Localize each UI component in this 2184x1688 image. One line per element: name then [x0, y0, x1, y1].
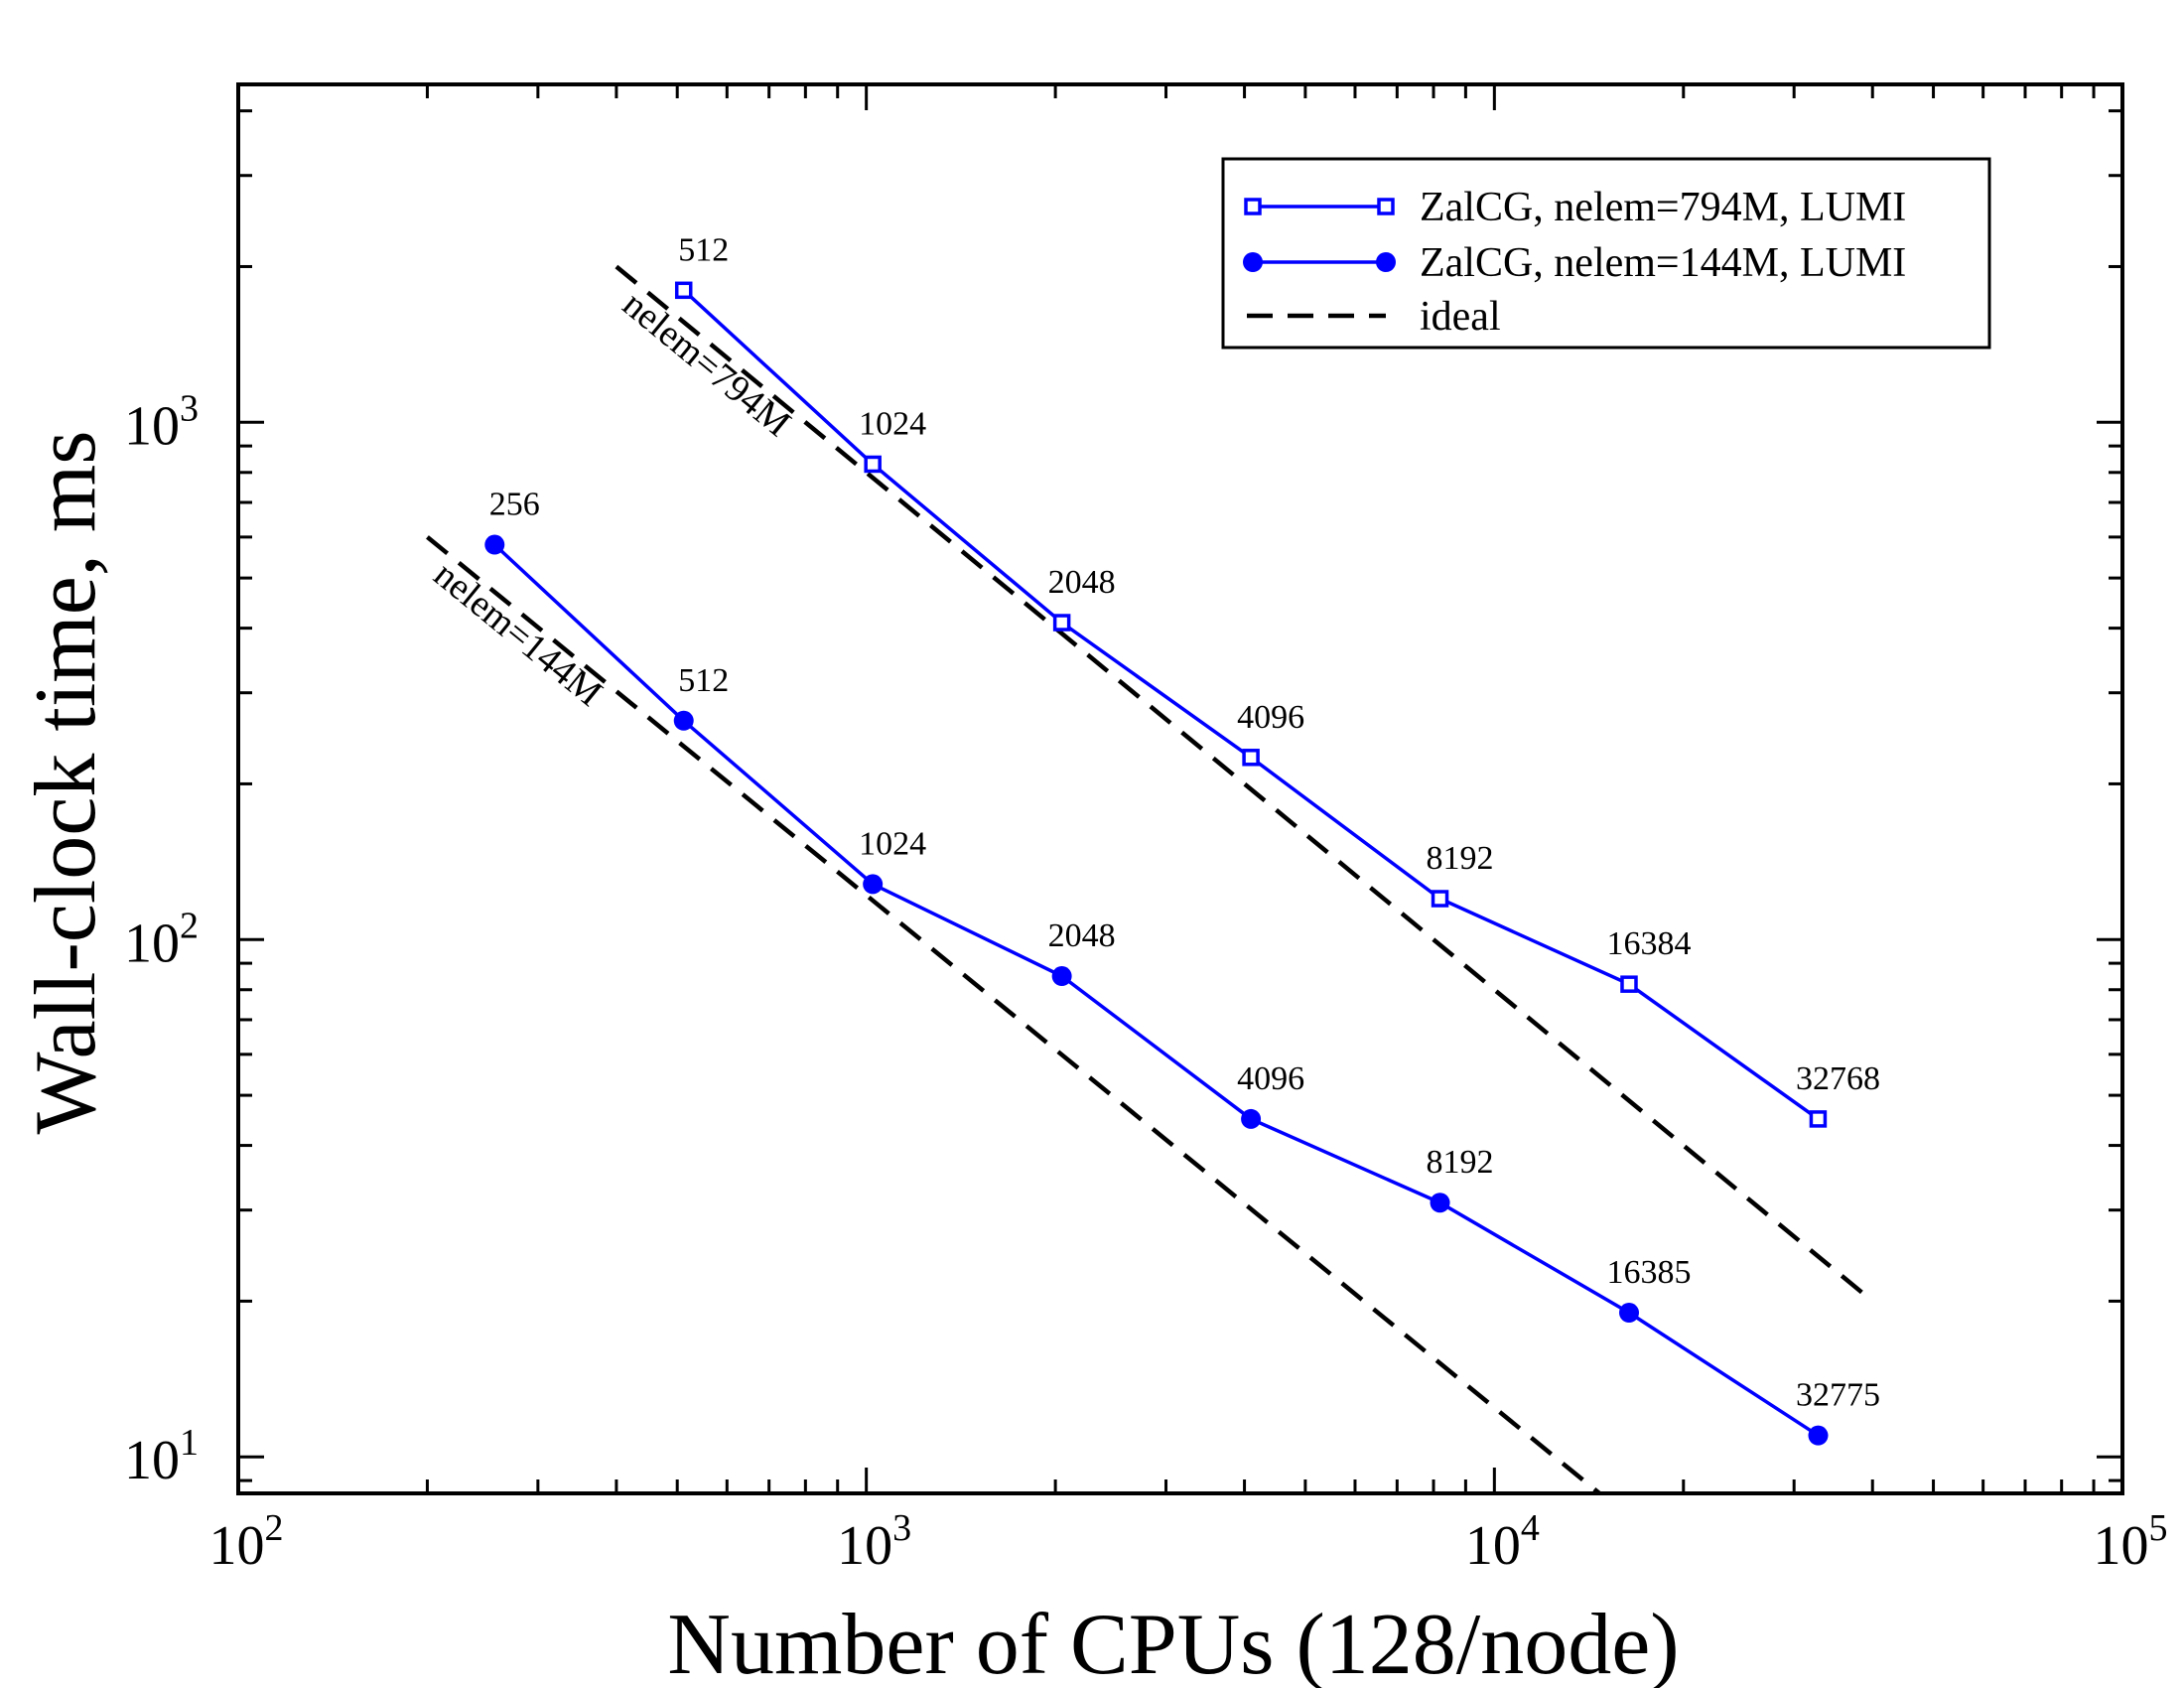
point-label: 16384 [1606, 925, 1691, 962]
point-label: 256 [489, 487, 540, 523]
point-label: 512 [678, 231, 729, 268]
x-tick-label: 104 [1465, 1507, 1540, 1577]
ideal-line-0 [614, 264, 1874, 1304]
data-point-circle [1430, 1193, 1450, 1213]
data-point-square [1242, 749, 1260, 767]
legend-label: ZalCG, nelem=794M, LUMI [1420, 185, 1906, 230]
point-label: 4096 [1237, 699, 1304, 736]
point-label: 32768 [1796, 1060, 1880, 1097]
ideal-line-label-1: nelem=144M [426, 554, 610, 715]
point-label: 8192 [1427, 1144, 1494, 1181]
point-label: 8192 [1427, 840, 1494, 877]
point-label: 1024 [859, 825, 926, 862]
data-point-square [674, 281, 693, 300]
legend-marker-square [1377, 198, 1395, 215]
y-axis-label: Wall-clock time, ms [18, 431, 114, 1135]
legend-label: ideal [1420, 294, 1501, 340]
data-point-circle [673, 710, 694, 731]
ideal-line-label-0: nelem=794M [614, 283, 798, 445]
legend-marker-square [1244, 198, 1262, 215]
point-label: 32775 [1796, 1377, 1880, 1414]
point-label: 1024 [859, 405, 926, 442]
data-point-circle [1619, 1303, 1640, 1324]
x-tick-label: 103 [837, 1507, 911, 1577]
series-group [484, 281, 1829, 1446]
point-label: 2048 [1048, 917, 1116, 954]
point-label: 512 [678, 662, 729, 699]
y-tick-label: 101 [124, 1422, 199, 1491]
y-tick-label: 103 [124, 387, 199, 457]
point-label: 16385 [1607, 1254, 1692, 1291]
data-point-circle [1051, 966, 1072, 987]
legend-marker-circle [1243, 252, 1263, 272]
ideal-lines [426, 264, 1874, 1495]
plot-frame [236, 82, 2124, 1495]
legend: ZalCG, nelem=794M, LUMI ZalCG, nelem=144M… [1221, 157, 1991, 350]
x-axis-label: Number of CPUs (128/node) [667, 1597, 1679, 1688]
x-tick-label: 102 [209, 1507, 284, 1577]
point-label: 4096 [1237, 1060, 1304, 1097]
plot-border [236, 82, 2124, 1495]
legend-marker-circle [1376, 252, 1396, 272]
point-labels: 512 1024 2048 4096 8192 16384 32768 256 512 1024 2… [489, 231, 1880, 1413]
data-point-square [1052, 614, 1071, 632]
tick-marks [236, 84, 2124, 1493]
data-point-circle [1241, 1108, 1262, 1129]
data-point-square [1809, 1110, 1828, 1128]
data-point-square [1431, 890, 1449, 908]
data-point-square [1620, 975, 1638, 993]
data-point-circle [484, 534, 505, 555]
y-tick-label: 102 [124, 905, 199, 974]
data-point-circle [863, 874, 884, 895]
data-point-square [864, 455, 882, 474]
series-line-1 [493, 543, 1820, 1438]
x-tick-label: 105 [2094, 1507, 2168, 1577]
legend-label: ZalCG, nelem=144M, LUMI [1420, 240, 1906, 286]
point-label: 2048 [1048, 564, 1116, 601]
ideal-line-1 [426, 535, 1601, 1495]
data-point-circle [1808, 1425, 1829, 1446]
